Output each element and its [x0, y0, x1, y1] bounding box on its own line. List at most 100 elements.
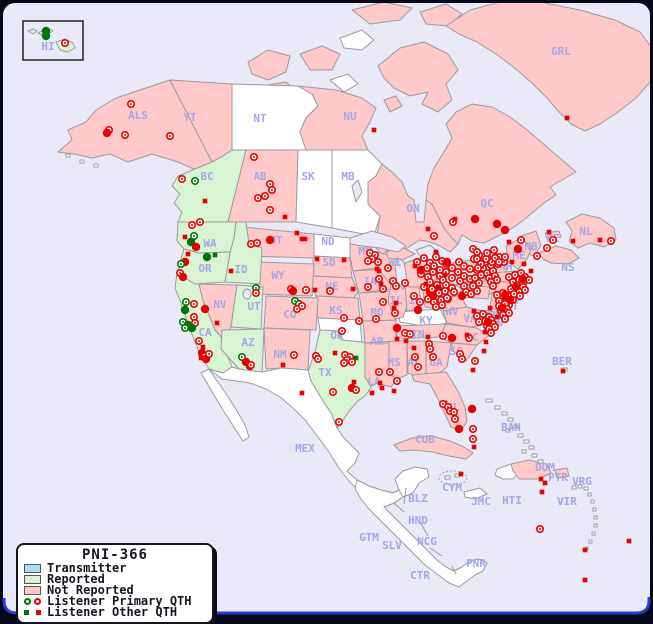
region-label-MB: MB	[341, 170, 355, 183]
listener-other-marker	[371, 127, 377, 133]
listener-primary-marker	[202, 252, 212, 262]
map-region	[351, 3, 413, 25]
listener-primary-marker	[267, 186, 276, 195]
listener-primary-marker	[260, 192, 269, 201]
listener-primary-marker	[178, 272, 188, 282]
region-label-UT: UT	[247, 300, 261, 313]
transmitter-swatch	[24, 564, 41, 573]
listener-primary-marker	[524, 275, 533, 284]
map-region	[513, 424, 520, 429]
listener-primary-marker	[254, 194, 263, 203]
listener-primary-marker	[419, 254, 428, 263]
listener-other-marker	[369, 390, 375, 396]
listener-other-marker	[280, 362, 286, 368]
region-label-SLV: SLV	[382, 539, 402, 552]
listener-other-marker	[394, 336, 400, 342]
region-label-KS: KS	[329, 304, 342, 317]
listener-other-marker	[376, 268, 382, 274]
listener-other-marker	[378, 281, 384, 287]
map-region	[501, 411, 508, 416]
listener-primary-marker	[516, 236, 525, 245]
region-label-AZ: AZ	[241, 336, 255, 349]
map-region	[263, 327, 311, 371]
legend-label: Not Reported	[47, 583, 134, 597]
listener-primary-marker	[459, 271, 468, 280]
listener-primary-marker	[301, 285, 310, 294]
listener-other-marker	[482, 329, 488, 335]
listener-primary-marker	[347, 357, 356, 366]
legend-label: Reported	[47, 572, 105, 586]
listener-other-marker	[182, 234, 188, 240]
region-label-NV: NV	[213, 298, 227, 311]
listener-other-marker	[425, 334, 431, 340]
region-label-WA: WA	[203, 237, 217, 250]
listener-primary-marker	[182, 297, 191, 306]
region-NL	[565, 213, 617, 249]
region-GRL	[445, 3, 650, 132]
map-region	[242, 288, 252, 300]
map-region	[93, 163, 99, 168]
map-region	[507, 417, 514, 422]
listener-primary-marker	[447, 263, 456, 272]
region-QC	[425, 103, 577, 245]
reported-swatch	[24, 575, 41, 584]
region-label-NM: NM	[273, 348, 287, 361]
region-label-GTM: GTM	[359, 531, 379, 544]
region-labels: HIALSYTBCNTNUABSKMBONQCGRLNLPENBNSMEVTNH…	[41, 40, 593, 582]
region-label-TN: TN	[411, 328, 424, 341]
listener-primary-marker	[378, 297, 387, 306]
listener-primary-marker	[339, 313, 348, 322]
listener-primary-marker	[453, 267, 462, 276]
listener-primary-marker	[374, 274, 383, 283]
listener-other-marker	[471, 444, 477, 450]
bahamas-islands	[485, 398, 544, 464]
region-label-VRG: VRG	[572, 475, 592, 488]
region-JMC	[463, 487, 488, 500]
listener-other-marker	[423, 281, 429, 287]
region-label-ID: ID	[234, 263, 248, 276]
listener-other-marker	[471, 308, 477, 314]
listener-other-marker	[403, 338, 409, 344]
map-region	[79, 159, 85, 164]
listener-primary-marker	[166, 132, 175, 141]
listener-primary-marker	[497, 303, 507, 313]
listener-other-marker	[597, 237, 603, 243]
listener-markers	[41, 26, 632, 583]
map-region	[571, 485, 577, 490]
region-label-CO: CO	[283, 308, 297, 321]
region-DOM	[510, 459, 552, 480]
listener-other-marker	[538, 476, 544, 482]
listener-primary-marker	[392, 376, 401, 385]
listener-primary-marker	[511, 282, 521, 292]
listener-primary-marker	[60, 38, 69, 47]
listener-primary-marker	[447, 333, 457, 343]
listener-primary-marker	[391, 281, 400, 290]
listener-primary-marker	[447, 273, 456, 282]
listener-primary-marker	[483, 317, 493, 327]
map-region	[577, 484, 583, 489]
listener-primary-marker	[383, 263, 392, 272]
listener-primary-marker	[478, 309, 487, 318]
listener-primary-marker	[413, 362, 422, 371]
listener-primary-marker	[532, 252, 541, 261]
listener-primary-marker	[470, 273, 479, 282]
region-CUB	[393, 435, 474, 460]
listener-primary-marker	[400, 278, 409, 287]
listener-primary-marker	[177, 259, 186, 268]
region-label-SK: SK	[301, 170, 315, 183]
legend-label: Listener Primary QTH	[47, 594, 192, 608]
legend-row-reported-swatch: Reported	[24, 572, 206, 586]
region-label-OR: OR	[198, 262, 212, 275]
listener-primary-marker	[457, 291, 467, 301]
listener-other-marker	[546, 229, 552, 235]
listener-primary-marker	[428, 291, 438, 301]
listener-other-marker	[452, 216, 458, 222]
listener-primary-marker	[455, 276, 464, 285]
listener-primary-marker	[313, 354, 322, 363]
listener-primary-marker	[606, 237, 615, 246]
map-region	[517, 433, 524, 438]
listener-other-marker	[570, 238, 576, 244]
listener-primary-marker	[252, 288, 261, 297]
listener-primary-marker	[428, 352, 437, 361]
